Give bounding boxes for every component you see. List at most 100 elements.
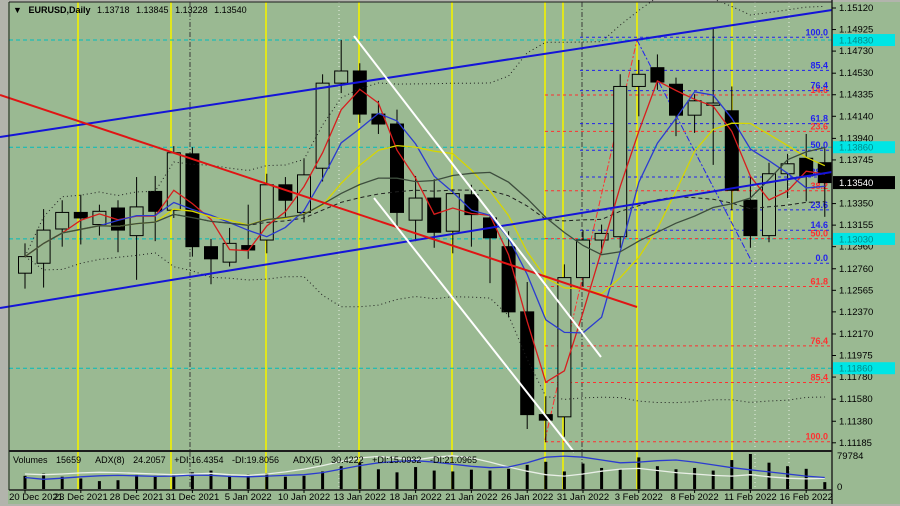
volume-bar [693, 467, 697, 489]
date-label: 28 Dec 2021 [110, 492, 164, 503]
candle-31 [594, 232, 609, 241]
volume-bar [358, 462, 362, 489]
fibonacci-blue-label: 100.0 [805, 27, 828, 37]
volume-bar [767, 462, 771, 489]
candle-11 [222, 242, 237, 263]
adx5-readout: ADX(5) 30.4222 +DI:15.0932 -DI:21.0965 [293, 455, 477, 465]
volume-bar [823, 482, 827, 489]
price-label: 1.11380 [839, 416, 873, 427]
volume-bar [674, 469, 678, 489]
ma-fast-red [24, 79, 825, 384]
ma-long-dark [24, 146, 825, 258]
channel-upper-blue[interactable] [0, 9, 833, 138]
chart-frame [8, 0, 833, 504]
fibonacci-red-label: 14.6 [810, 85, 828, 95]
date-label: 5 Jan 2022 [225, 492, 272, 503]
candle-34 [650, 67, 665, 83]
date-label: 16 Feb 2022 [780, 492, 833, 503]
volume-bar [525, 464, 529, 489]
date-label: 20 Dec 2021 [9, 492, 63, 503]
channel-lower-blue[interactable] [0, 171, 833, 309]
adx5-line [24, 455, 825, 480]
fibonacci-red-label: 23.6 [810, 121, 828, 131]
indicator-header: Volumes 15659 ADX(8) 24.2057 +DI:16.4354… [13, 455, 489, 466]
indicator-panel[interactable]: 79784 0 [23, 451, 864, 493]
symbol-info-bar: ▼ EURUSD,Daily 1.13718 1.13845 1.13228 1… [13, 5, 251, 16]
adx8-readout: ADX(8) 24.2057 +DI:16.4354 -DI:19.8056 [95, 455, 280, 465]
volume-bar [302, 475, 306, 489]
fibonacci-red-label: 50.0 [810, 229, 828, 239]
price-label: 1.12370 [839, 307, 873, 318]
date-label: 18 Jan 2022 [389, 492, 441, 503]
symbol-period-label: EURUSD,Daily [28, 5, 91, 15]
volume-bar [469, 469, 473, 489]
price-axis[interactable]: 1.15120 1.14925 1.14730 1.14530 1.14335 1.141… [832, 3, 873, 449]
cyan-price-value: 1.13860 [839, 143, 873, 154]
volume-bar [209, 470, 213, 489]
volume-bar [265, 473, 269, 489]
fibonacci-blue-label: 61.8 [810, 114, 828, 124]
price-label: 1.14925 [839, 25, 873, 36]
date-label: 11 Feb 2022 [724, 492, 777, 503]
white-trend-1[interactable] [353, 35, 602, 358]
volume-bar [97, 481, 101, 489]
volume-bar [283, 476, 287, 489]
price-label: 1.12960 [839, 242, 873, 253]
resistance-red[interactable] [0, 94, 638, 308]
fibonacci-red-label: 100.0 [805, 432, 828, 442]
fibonacci-blue-label: 50.0 [810, 140, 828, 150]
fibonacci-blue-label: 76.4 [810, 81, 828, 91]
date-label: 31 Dec 2021 [165, 492, 219, 503]
collapse-triangle-icon[interactable]: ▼ [13, 5, 22, 15]
price-label: 1.12170 [839, 329, 873, 340]
fibonacci-blue-label: 0.0 [815, 253, 828, 263]
volume-bar [414, 467, 418, 489]
volume-bar [600, 467, 604, 489]
volume-bar [376, 469, 380, 489]
price-label: 1.14140 [839, 111, 873, 122]
price-label: 1.14530 [839, 68, 873, 79]
volume-bar [488, 470, 492, 489]
volume-bar [562, 471, 566, 489]
price-label: 1.11185 [839, 438, 872, 449]
price-label: 1.14335 [839, 90, 873, 101]
date-label: 31 Jan 2022 [557, 492, 609, 503]
cyan-price-value: 1.14830 [839, 36, 873, 47]
moving-averages [24, 79, 826, 384]
cyan-price-value: 1.13030 [839, 234, 873, 245]
candle-9 [185, 153, 200, 248]
fibonacci-red-label: 85.4 [810, 372, 828, 382]
candle-23 [445, 193, 460, 232]
price-label: 1.11975 [839, 351, 873, 362]
volume-bar [581, 463, 585, 489]
volume-bar [507, 468, 511, 489]
cyan-price-tag: 1.13860 [833, 141, 895, 154]
candle-12 [241, 245, 256, 251]
date-label: 23 Dec 2021 [54, 492, 108, 503]
candle-38 [724, 110, 739, 191]
volume-bar [451, 471, 455, 489]
candle-29 [557, 277, 572, 418]
fibonacci-blue-label: 14.6 [810, 220, 828, 230]
candle-39 [743, 199, 758, 237]
candle-3 [73, 211, 88, 219]
candle-8 [166, 152, 181, 211]
cyan-price-tag: 1.14830 [833, 34, 895, 47]
panel-axis-min: 0 [837, 482, 842, 493]
volume-bar [116, 480, 120, 489]
volume-bar [228, 475, 232, 489]
price-label: 1.12760 [839, 264, 873, 275]
candle-1 [36, 229, 51, 264]
white-trend-2[interactable] [373, 197, 575, 453]
trend-lines[interactable] [0, 9, 833, 453]
candle-32 [613, 85, 628, 238]
price-label: 1.13940 [839, 133, 873, 144]
quote-close: 1.13540 [214, 5, 247, 15]
ma-mid-blue [24, 91, 825, 334]
volumes-label: Volumes 15659 [13, 455, 82, 465]
date-label: 8 Feb 2022 [671, 492, 719, 503]
volume-bar [655, 466, 659, 489]
